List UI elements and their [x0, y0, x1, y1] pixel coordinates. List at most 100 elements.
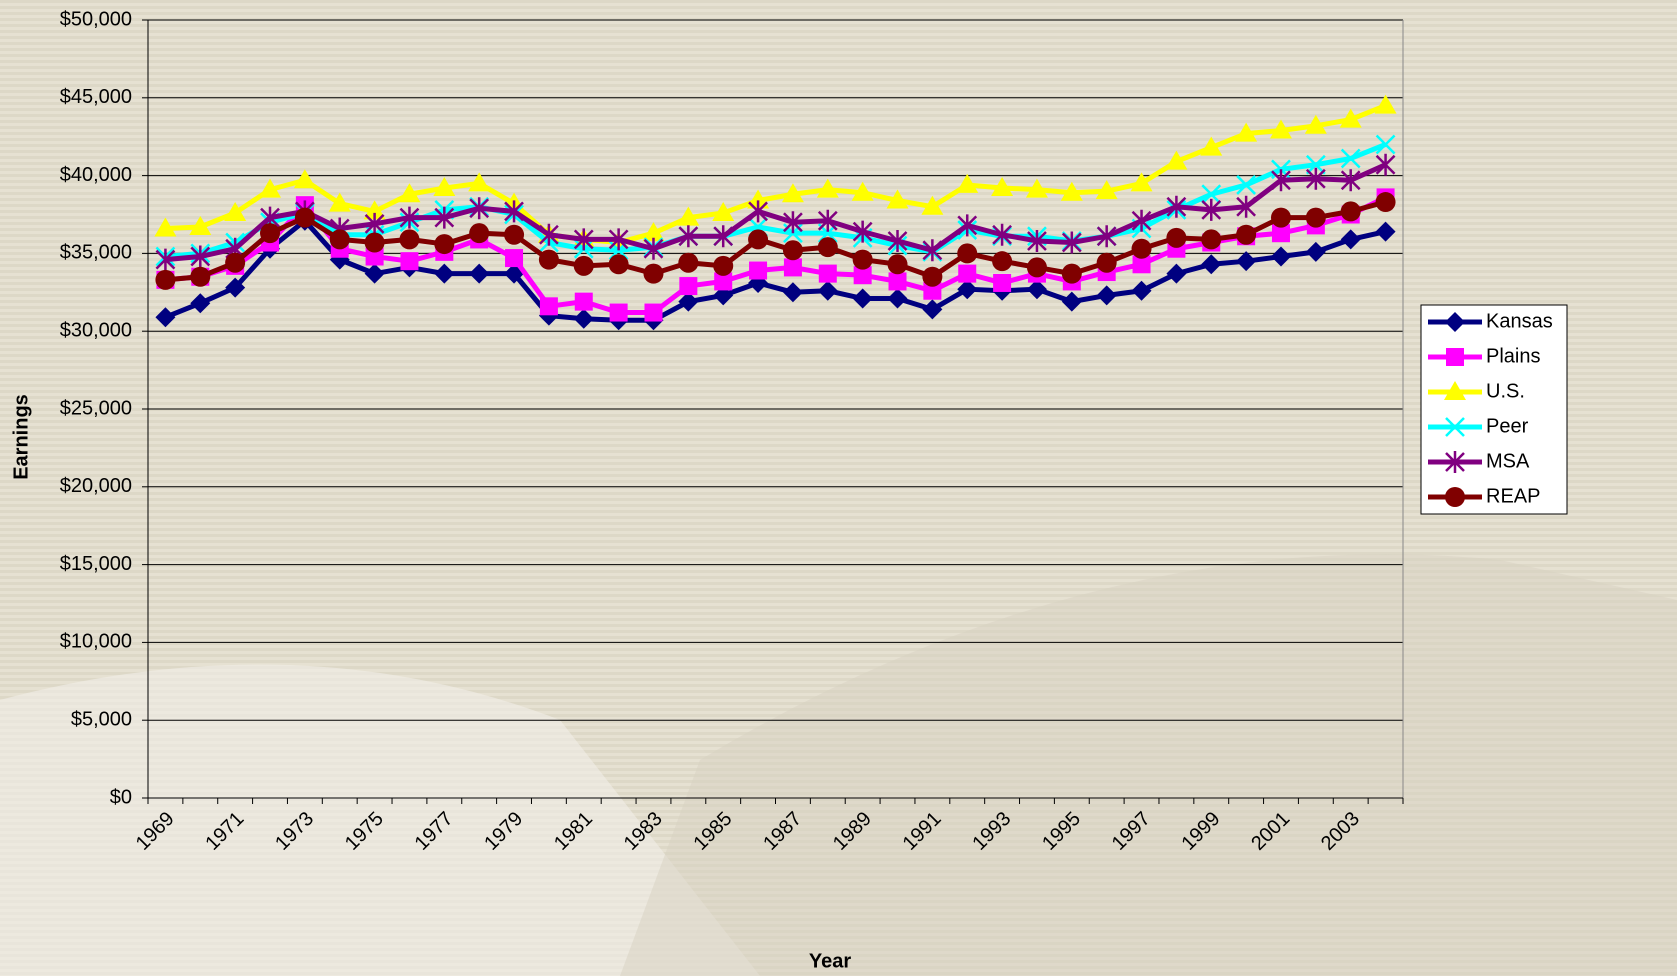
y-tick-label: $50,000 [60, 8, 132, 30]
y-tick-label: $25,000 [60, 397, 132, 419]
marker [1235, 122, 1258, 142]
marker [679, 277, 698, 296]
marker [1445, 487, 1465, 507]
marker [992, 251, 1013, 272]
marker [1236, 195, 1257, 218]
marker [851, 181, 874, 201]
marker [923, 281, 942, 300]
legend-label: REAP [1486, 485, 1540, 507]
marker [817, 209, 838, 232]
marker [190, 245, 211, 268]
marker [1374, 94, 1397, 114]
marker [225, 277, 246, 298]
marker [1027, 229, 1047, 252]
marker [1131, 280, 1152, 301]
marker [365, 247, 384, 266]
marker [783, 258, 802, 277]
marker [817, 280, 838, 301]
marker [956, 173, 979, 193]
marker [747, 189, 770, 209]
marker [293, 169, 316, 189]
marker [712, 201, 735, 221]
y-tick-label: $40,000 [60, 164, 132, 186]
marker [1236, 224, 1257, 245]
marker [504, 200, 524, 223]
marker [260, 223, 281, 244]
marker [1166, 195, 1187, 218]
marker [329, 229, 350, 250]
marker [364, 232, 385, 253]
marker [608, 228, 629, 251]
marker [434, 263, 455, 284]
marker [154, 217, 177, 237]
marker [1025, 178, 1048, 198]
marker [1165, 150, 1188, 170]
marker [887, 254, 908, 275]
marker [155, 269, 176, 290]
marker [1269, 119, 1292, 139]
marker [677, 206, 700, 226]
y-tick-label: $35,000 [60, 242, 132, 264]
marker [468, 172, 491, 192]
marker [713, 225, 734, 248]
marker [1236, 251, 1257, 272]
marker [782, 282, 803, 303]
marker [1096, 285, 1117, 306]
marker [1340, 229, 1361, 250]
marker [1444, 381, 1466, 400]
marker [713, 285, 734, 306]
marker [992, 223, 1012, 246]
marker [748, 229, 769, 250]
marker [887, 288, 908, 309]
marker [155, 307, 176, 328]
marker [1166, 263, 1187, 284]
marker [364, 263, 385, 284]
marker [957, 214, 978, 237]
series-line [165, 162, 1387, 263]
marker [957, 279, 978, 300]
marker [782, 240, 803, 261]
marker [1339, 108, 1362, 128]
marker [642, 222, 665, 242]
marker [887, 229, 908, 252]
marker [1130, 172, 1153, 192]
marker [259, 178, 282, 198]
marker [573, 308, 594, 329]
marker [1061, 231, 1082, 254]
marker [1201, 198, 1222, 221]
marker [399, 206, 420, 229]
marker [608, 254, 629, 275]
legend-label: Peer [1486, 415, 1529, 437]
marker [749, 261, 768, 280]
marker [190, 266, 211, 287]
marker [922, 299, 943, 320]
marker [1200, 136, 1223, 156]
marker [573, 255, 594, 276]
y-axis-title: Earnings [10, 394, 32, 480]
marker [1340, 148, 1361, 169]
marker [539, 223, 559, 246]
marker [1201, 254, 1222, 275]
marker [1304, 114, 1327, 134]
marker [748, 200, 768, 223]
marker [678, 252, 699, 273]
marker [505, 249, 524, 268]
marker [1445, 417, 1465, 437]
marker [1270, 246, 1291, 267]
marker [1060, 181, 1083, 201]
marker [1305, 154, 1326, 175]
marker [1095, 180, 1118, 200]
y-tick-label: $45,000 [60, 86, 132, 108]
marker [1305, 167, 1326, 190]
y-tick-label: $5,000 [71, 708, 132, 730]
legend-label: MSA [1486, 450, 1530, 472]
marker [922, 239, 943, 262]
marker [783, 211, 803, 234]
marker [1445, 312, 1465, 332]
marker [1132, 255, 1151, 274]
marker [1131, 238, 1152, 259]
marker [853, 266, 872, 285]
marker [957, 243, 978, 264]
